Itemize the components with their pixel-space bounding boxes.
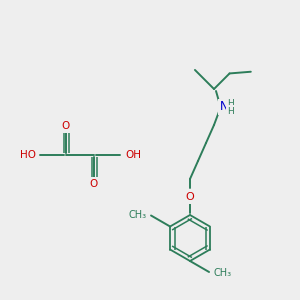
Text: CH₃: CH₃ [129, 209, 147, 220]
Text: HO: HO [20, 150, 36, 160]
Text: O: O [62, 121, 70, 131]
Text: O: O [186, 192, 194, 202]
Text: OH: OH [125, 150, 141, 160]
Text: CH₃: CH₃ [213, 268, 231, 278]
Text: N: N [220, 100, 228, 113]
Text: O: O [90, 179, 98, 189]
Text: H: H [228, 100, 234, 109]
Text: H: H [228, 106, 234, 116]
